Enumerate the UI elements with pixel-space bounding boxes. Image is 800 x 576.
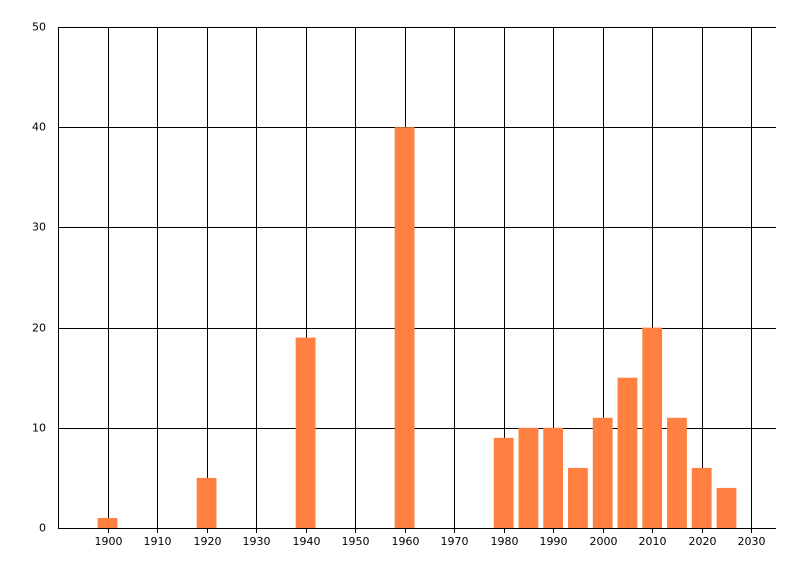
bar — [196, 477, 217, 528]
y-tick-label: 10 — [32, 422, 46, 435]
bar — [493, 437, 514, 528]
y-tick-label: 20 — [32, 322, 46, 335]
y-tick-label: 0 — [39, 522, 46, 535]
bar — [394, 127, 415, 528]
x-tick-label: 1990 — [540, 535, 568, 548]
bar — [716, 487, 737, 528]
y-tick-label: 30 — [32, 221, 46, 234]
x-tick-label: 1950 — [342, 535, 370, 548]
x-tick-label: 1900 — [95, 535, 123, 548]
bar — [592, 417, 613, 528]
bar — [642, 327, 663, 528]
x-tick-label: 2030 — [738, 535, 766, 548]
y-tick-label: 50 — [32, 21, 46, 34]
x-tick-label: 1970 — [441, 535, 469, 548]
y-tick-label: 40 — [32, 121, 46, 134]
bar — [691, 467, 712, 528]
x-tick-label: 1920 — [194, 535, 222, 548]
bar — [617, 377, 638, 528]
bar — [295, 337, 316, 528]
bar — [97, 517, 118, 528]
x-tick-label: 1930 — [243, 535, 271, 548]
bar — [518, 427, 539, 528]
bar — [543, 427, 564, 528]
x-tick-label: 1940 — [293, 535, 321, 548]
bar — [568, 467, 588, 528]
x-tick-label: 2000 — [590, 535, 618, 548]
x-tick-label: 1960 — [392, 535, 420, 548]
x-tick-label: 1980 — [491, 535, 519, 548]
x-tick-label: 2010 — [639, 535, 667, 548]
bar — [667, 417, 687, 528]
x-tick-label: 1910 — [144, 535, 172, 548]
x-tick-label: 2020 — [689, 535, 717, 548]
